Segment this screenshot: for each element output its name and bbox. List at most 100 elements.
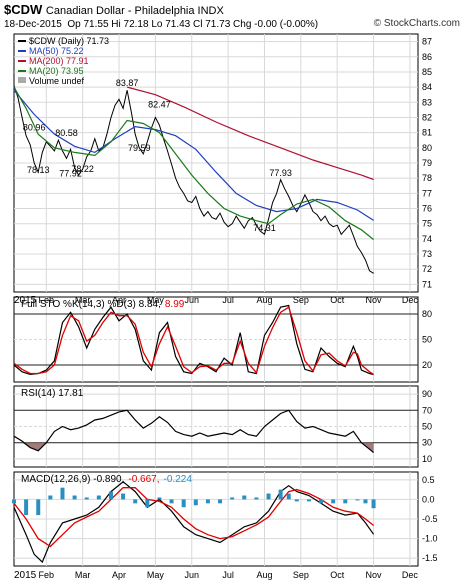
rsi-ytick-label-0: 10	[422, 454, 432, 464]
macd-ytick-label-1: -1.0	[422, 534, 438, 544]
macd-legend-macd: MACD(12,26,9) -0.890,	[21, 474, 124, 485]
macd-histogram-bar-31	[371, 499, 376, 509]
price-ytick-label-9: 80	[422, 143, 432, 153]
price-ytick-label-6: 77	[422, 188, 432, 198]
macd-histogram-bar-25	[306, 499, 311, 502]
macd-histogram-bar-29	[355, 499, 360, 501]
rsi-ytick-label-3: 70	[422, 405, 432, 415]
macd-histogram-bar-16	[205, 499, 210, 504]
macd-histogram-bar-4	[60, 487, 65, 500]
macd-histogram-bar-6	[84, 497, 89, 500]
stochastic-series-stoK	[13, 304, 374, 376]
price-month-label-5: Jul	[222, 295, 234, 305]
price-annotation-3: 77.92	[59, 168, 82, 178]
macd-month-label-10: Dec	[402, 570, 419, 580]
macd-histogram-bar-18	[230, 497, 235, 500]
macd-ytick-label-4: 0.5	[422, 475, 435, 485]
macd-histogram-bar-14	[181, 499, 186, 508]
macd-month-label-4: Jun	[185, 570, 200, 580]
price-month-label-6: Aug	[256, 295, 272, 305]
macd-histogram-bar-30	[363, 499, 368, 504]
macd-month-label-7: Sep	[293, 570, 309, 580]
legend-label-ma20: MA(20) 73.95	[29, 66, 84, 76]
price-series-ma200	[126, 86, 374, 181]
macd-histogram-bar-7	[96, 495, 101, 500]
macd-histogram-bar-3	[48, 495, 53, 500]
price-series-price	[13, 85, 374, 274]
brand-watermark: © StockCharts.com	[373, 18, 460, 29]
stochastic-series-stoD	[13, 306, 374, 375]
macd-histogram-bar-20	[254, 497, 259, 500]
price-month-label-3: May	[147, 295, 165, 305]
price-month-label-7: Sep	[293, 295, 309, 305]
macd-legend-hist: -0.224	[164, 474, 193, 485]
price-month-label-1: Mar	[75, 295, 91, 305]
macd-histogram-bar-28	[343, 499, 348, 504]
rsi-series-rsi	[13, 409, 374, 454]
macd-legend-macdSignal: -0.667,	[128, 474, 159, 485]
stochastic-ytick-label-0: 20	[422, 360, 432, 370]
macd-histogram-bar-5	[72, 495, 77, 500]
macd-histogram-bar-0	[12, 499, 16, 504]
chart-title: $CDW Canadian Dollar - Philadelphia INDX	[4, 2, 224, 17]
price-ytick-label-10: 81	[422, 128, 432, 138]
legend-label-ma50: MA(50) 75.22	[29, 46, 84, 56]
macd-month-label-2: Apr	[112, 570, 126, 580]
legend-label-price: $CDW (Daily) 71.73	[29, 36, 109, 46]
price-ytick-label-16: 87	[422, 37, 432, 47]
price-ytick-label-5: 76	[422, 204, 432, 214]
macd-histogram-bar-24	[294, 499, 299, 502]
macd-histogram-bar-15	[193, 499, 198, 506]
macd-histogram-bar-19	[242, 495, 247, 500]
quote-line: 18-Dec-2015 Op 71.55 Hi 72.18 Lo 71.43 C…	[4, 19, 318, 30]
rsi-ytick-label-2: 50	[422, 422, 432, 432]
price-month-label-10: Dec	[402, 295, 419, 305]
macd-histogram-bar-21	[266, 493, 271, 500]
macd-month-label-1: Mar	[75, 570, 91, 580]
price-ytick-label-3: 74	[422, 234, 432, 244]
ohlc-values: Op 71.55 Hi 72.18 Lo 71.43 Cl 71.73 Chg …	[67, 19, 319, 30]
price-ytick-label-2: 73	[422, 249, 432, 259]
price-annotation-5: 83.87	[116, 78, 139, 88]
price-ytick-label-4: 75	[422, 219, 432, 229]
quote-date: 18-Dec-2015	[4, 19, 62, 30]
legend-swatch-vol	[18, 77, 26, 83]
price-year-label: 2015	[14, 295, 37, 306]
stochastic-legend-stoK: Full STO %K(14,3) %D(3) 8.84,	[21, 299, 161, 310]
macd-ytick-label-0: -1.5	[422, 553, 438, 563]
macd-histogram-bar-10	[133, 499, 138, 504]
macd-histogram-bar-9	[121, 493, 126, 500]
price-annotation-0: 80.96	[23, 122, 46, 132]
price-ytick-label-0: 71	[422, 279, 432, 289]
price-series-ma20	[13, 86, 374, 241]
macd-month-label-3: May	[147, 570, 165, 580]
macd-month-label-5: Jul	[222, 570, 234, 580]
macd-histogram-bar-11	[145, 499, 150, 508]
rsi-ytick-label-1: 30	[422, 438, 432, 448]
macd-ytick-label-3: 0.0	[422, 494, 435, 504]
price-ytick-label-11: 82	[422, 112, 432, 122]
price-annotation-7: 82.47	[148, 99, 171, 109]
price-ytick-label-7: 78	[422, 173, 432, 183]
macd-month-label-6: Aug	[256, 570, 272, 580]
price-annotation-8: 77.93	[269, 168, 292, 178]
macd-histogram-bar-23	[286, 493, 291, 500]
price-ytick-label-8: 79	[422, 158, 432, 168]
macd-month-label-0: Feb	[39, 570, 55, 580]
price-annotation-2: 80.58	[55, 128, 78, 138]
price-month-label-8: Oct	[330, 295, 345, 305]
macd-histogram-bar-13	[169, 499, 174, 504]
rsi-ytick-label-4: 90	[422, 389, 432, 399]
macd-month-label-8: Oct	[330, 570, 345, 580]
macd-series-macdSignal	[13, 487, 375, 548]
symbol-label: $CDW	[4, 2, 43, 17]
macd-histogram-bar-8	[108, 491, 113, 500]
macd-month-label-9: Nov	[366, 570, 383, 580]
macd-histogram-bar-12	[157, 497, 162, 500]
macd-year-label: 2015	[14, 570, 37, 581]
macd-histogram-bar-17	[218, 499, 223, 504]
legend-label-vol: Volume undef	[29, 76, 85, 86]
stochastic-ytick-label-1: 50	[422, 335, 432, 345]
macd-histogram-bar-2	[36, 499, 41, 516]
